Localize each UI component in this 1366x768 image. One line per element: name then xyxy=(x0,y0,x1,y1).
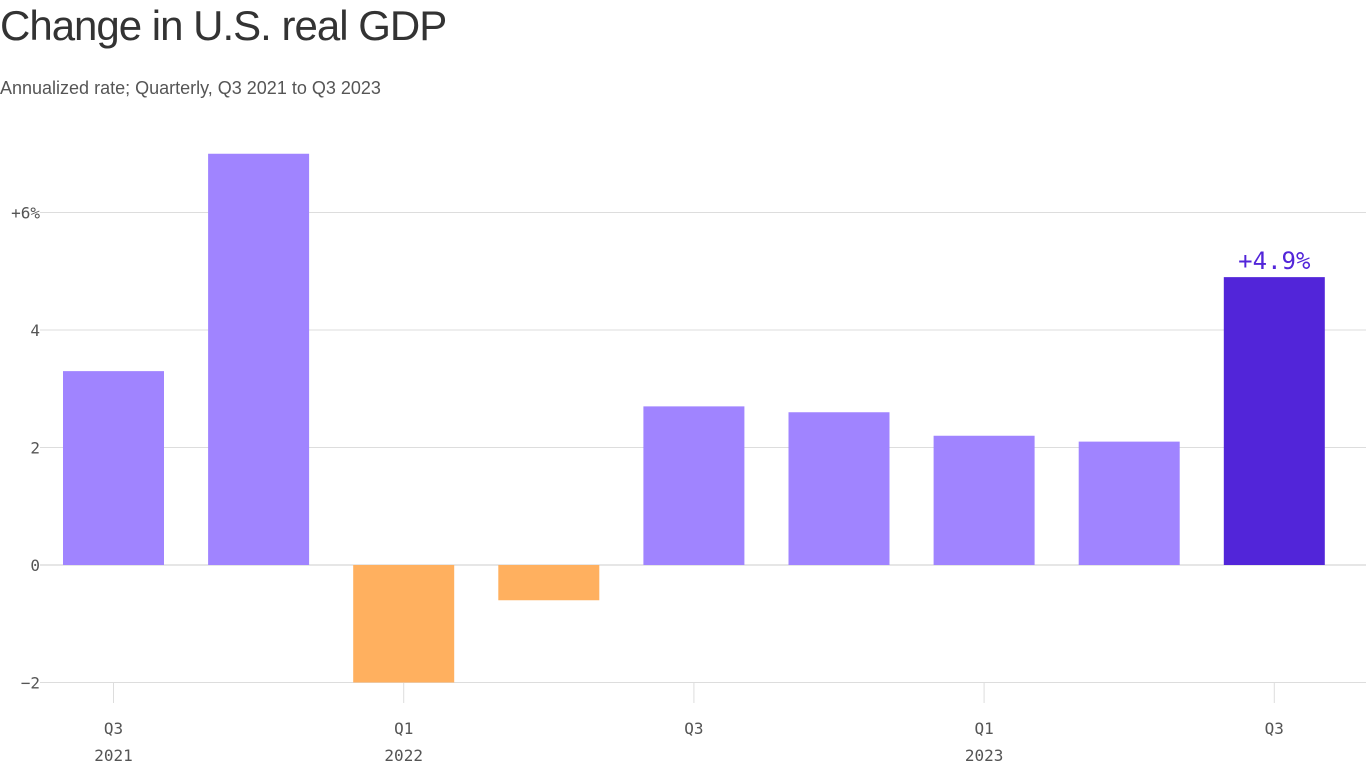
value-labels: +4.9% xyxy=(1238,247,1311,275)
y-tick-label: 2 xyxy=(30,439,40,458)
x-tick-year-label: 2021 xyxy=(94,746,133,765)
x-tick-quarter-label: Q1 xyxy=(974,719,993,738)
bar-q3-2022 xyxy=(643,406,745,565)
bar-q4-2022 xyxy=(788,412,890,565)
y-tick-label: 0 xyxy=(30,556,40,575)
bar-q1-2023 xyxy=(933,435,1035,565)
y-tick-label: +6% xyxy=(11,204,40,223)
x-axis-ticks: Q3 2021 Q1 2022 Q3 Q1 2023 Q3 xyxy=(94,683,1284,765)
x-tick-year-label: 2022 xyxy=(384,746,423,765)
chart-subtitle: Annualized rate; Quarterly, Q3 2021 to Q… xyxy=(0,78,381,98)
bar-q2-2023 xyxy=(1078,441,1180,565)
x-tick-quarter-label: Q3 xyxy=(104,719,123,738)
x-tick-quarter-label: Q1 xyxy=(394,719,413,738)
highlight-value-label: +4.9% xyxy=(1238,247,1311,275)
bar-q3-2021 xyxy=(63,371,164,565)
bar-q3-2023 xyxy=(1223,277,1325,565)
x-tick-quarter-label: Q3 xyxy=(684,719,703,738)
x-tick-year-label: 2023 xyxy=(965,746,1004,765)
y-tick-label: −2 xyxy=(21,674,40,693)
bars xyxy=(63,153,1325,683)
y-tick-label: 4 xyxy=(30,321,40,340)
y-axis-ticks: +6% 4 2 0 −2 xyxy=(11,204,40,693)
bar-q1-2022 xyxy=(353,565,455,683)
bar-q4-2021 xyxy=(208,153,310,565)
bar-q2-2022 xyxy=(498,565,600,601)
x-tick-quarter-label: Q3 xyxy=(1265,719,1284,738)
chart-title: Change in U.S. real GDP xyxy=(0,2,447,49)
